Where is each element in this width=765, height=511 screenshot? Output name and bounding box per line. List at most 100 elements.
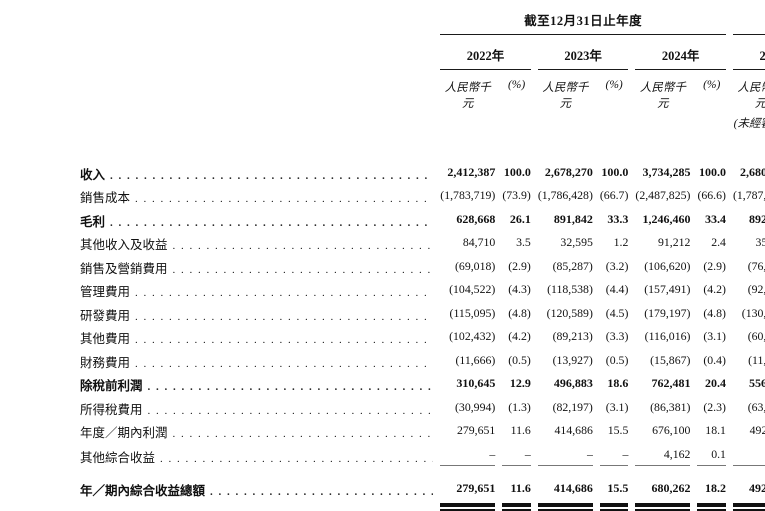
corner-spacer xyxy=(80,10,433,35)
table-row: 管理費用. . . . . . . . . . . . . . . . . . … xyxy=(80,277,765,301)
dot-leaders: . . . . . . . . . . . . . . . . . . . . … xyxy=(210,486,433,499)
cell-value: (2,487,825) xyxy=(635,183,690,207)
dot-leaders: . . . . . . . . . . . . . . . . . . . . … xyxy=(148,381,434,394)
cell-value: (60,259) xyxy=(733,324,765,348)
unit-header-unaudited: 人民幣千元 (未經審核) xyxy=(733,70,765,131)
cell-value: 414,686 xyxy=(538,474,593,499)
cell-pct: 15.5 xyxy=(600,474,629,499)
cell-pct: (4.3) xyxy=(502,277,531,301)
cell-pct: (73.9) xyxy=(502,183,531,207)
pct-header: (%) xyxy=(600,70,629,131)
cell-pct: 12.9 xyxy=(502,371,531,395)
row-label: 銷售成本. . . . . . . . . . . . . . . . . . … xyxy=(80,183,433,207)
cell-pct: 33.4 xyxy=(697,206,726,230)
cell-pct: 18.1 xyxy=(697,418,726,442)
cell-pct: (4.8) xyxy=(697,300,726,324)
cell-value: (30,994) xyxy=(440,394,495,418)
cell-value: 414,686 xyxy=(538,418,593,442)
cell-pct: (3.1) xyxy=(697,324,726,348)
cell-value: 84,710 xyxy=(440,230,495,254)
cell-pct: (4.4) xyxy=(600,277,629,301)
cell-pct: (66.6) xyxy=(697,183,726,207)
cell-value: 556,000 xyxy=(733,371,765,395)
cell-value: (116,016) xyxy=(635,324,690,348)
cell-value: 279,651 xyxy=(440,474,495,499)
cell-value: (89,213) xyxy=(538,324,593,348)
cell-pct: (1.3) xyxy=(502,394,531,418)
table-row: 其他收入及收益. . . . . . . . . . . . . . . . .… xyxy=(80,230,765,254)
table-row: 年度／期內利潤 . . . . . . . . . . . . . . . . .… xyxy=(80,418,765,442)
row-label-text: 其他收入及收益 xyxy=(80,234,168,253)
double-rule xyxy=(733,499,765,511)
cell-value: (1,786,428) xyxy=(538,183,593,207)
cell-pct: 1.2 xyxy=(600,230,629,254)
cell-value: 2,678,270 xyxy=(538,159,593,183)
row-label: 毛利. . . . . . . . . . . . . . . . . . . … xyxy=(80,206,433,230)
cell-value: (179,197) xyxy=(635,300,690,324)
year-header-2024: 2024年 xyxy=(635,35,726,70)
cell-value: 310,645 xyxy=(440,371,495,395)
cell-value: (85,287) xyxy=(538,253,593,277)
cell-value: 676,100 xyxy=(635,418,690,442)
cell-value: 496,883 xyxy=(538,371,593,395)
cell-pct: (4.2) xyxy=(697,277,726,301)
row-label-text: 年度／期內利潤 xyxy=(80,422,168,441)
period-group-row: 截至12月31日止年度 截至9月30日止九個月 xyxy=(80,10,765,35)
table-row: 財務費用. . . . . . . . . . . . . . . . . . … xyxy=(80,347,765,371)
cell-value: 91,212 xyxy=(635,230,690,254)
cell-pct: 0.1 xyxy=(697,441,726,466)
row-label: 收入 . . . . . . . . . . . . . . . . . . . … xyxy=(80,159,433,183)
dot-leaders: . . . . . . . . . . . . . . . . . . . . … xyxy=(110,170,433,183)
cell-value: (13,927) xyxy=(538,347,593,371)
table-row: 其他綜合收益. . . . . . . . . . . . . . . . . … xyxy=(80,441,765,466)
row-label: 財務費用. . . . . . . . . . . . . . . . . . … xyxy=(80,347,433,371)
double-rule-row xyxy=(80,499,765,511)
dot-leaders: . . . . . . . . . . . . . . . . . . . . … xyxy=(173,428,434,441)
cell-pct: (3.2) xyxy=(600,253,629,277)
double-rule xyxy=(697,499,726,511)
year-header-row: 2022年 2023年 2024年 2024年 2025年 xyxy=(80,35,765,70)
row-label: 所得稅費用. . . . . . . . . . . . . . . . . .… xyxy=(80,394,433,418)
cell-pct: (3.3) xyxy=(600,324,629,348)
unit-header: 人民幣千元 xyxy=(440,70,495,131)
table-row: 銷售及營銷費用. . . . . . . . . . . . . . . . .… xyxy=(80,253,765,277)
cell-pct: (2.9) xyxy=(697,253,726,277)
row-label-text: 所得稅費用 xyxy=(80,399,143,418)
double-rule xyxy=(538,499,593,511)
cell-value: 492,495 xyxy=(733,418,765,442)
cell-pct: 33.3 xyxy=(600,206,629,230)
cell-value: 32,595 xyxy=(538,230,593,254)
cell-pct: 18.6 xyxy=(600,371,629,395)
dot-leaders: . . . . . . . . . . . . . . . . . . . . … xyxy=(135,358,433,371)
cell-value: – xyxy=(538,441,593,466)
period-group-nine-month: 截至9月30日止九個月 xyxy=(733,10,765,35)
cell-pct: 100.0 xyxy=(697,159,726,183)
cell-value: (157,491) xyxy=(635,277,690,301)
cell-value: (102,432) xyxy=(440,324,495,348)
row-label-text: 其他費用 xyxy=(80,328,130,347)
header-gap xyxy=(80,131,765,159)
cell-value: (1,783,719) xyxy=(440,183,495,207)
table-row: 研發費用. . . . . . . . . . . . . . . . . . … xyxy=(80,300,765,324)
double-rule xyxy=(635,499,690,511)
dot-leaders: . . . . . . . . . . . . . . . . . . . . … xyxy=(135,193,433,206)
cell-pct: 20.4 xyxy=(697,371,726,395)
row-label: 其他綜合收益. . . . . . . . . . . . . . . . . … xyxy=(80,441,433,466)
cell-value: 279,651 xyxy=(440,418,495,442)
row-label: 除稅前利潤. . . . . . . . . . . . . . . . . .… xyxy=(80,371,433,395)
row-label-text: 收入 xyxy=(80,164,105,183)
cell-value: (130,512) xyxy=(733,300,765,324)
cell-pct: (4.5) xyxy=(600,300,629,324)
cell-value: (120,589) xyxy=(538,300,593,324)
cell-pct: (0.5) xyxy=(600,347,629,371)
cell-value: (92,746) xyxy=(733,277,765,301)
cell-value: 2,412,387 xyxy=(440,159,495,183)
row-label-text: 研發費用 xyxy=(80,305,130,324)
cell-value: (11,942) xyxy=(733,347,765,371)
unit-header: 人民幣千元 xyxy=(635,70,690,131)
cell-value: (15,867) xyxy=(635,347,690,371)
row-label: 其他收入及收益. . . . . . . . . . . . . . . . .… xyxy=(80,230,433,254)
row-label-text: 銷售及營銷費用 xyxy=(80,258,168,277)
cell-value: (1,787,983) xyxy=(733,183,765,207)
dot-leaders: . . . . . . . . . . . . . . . . . . . . … xyxy=(135,334,433,347)
